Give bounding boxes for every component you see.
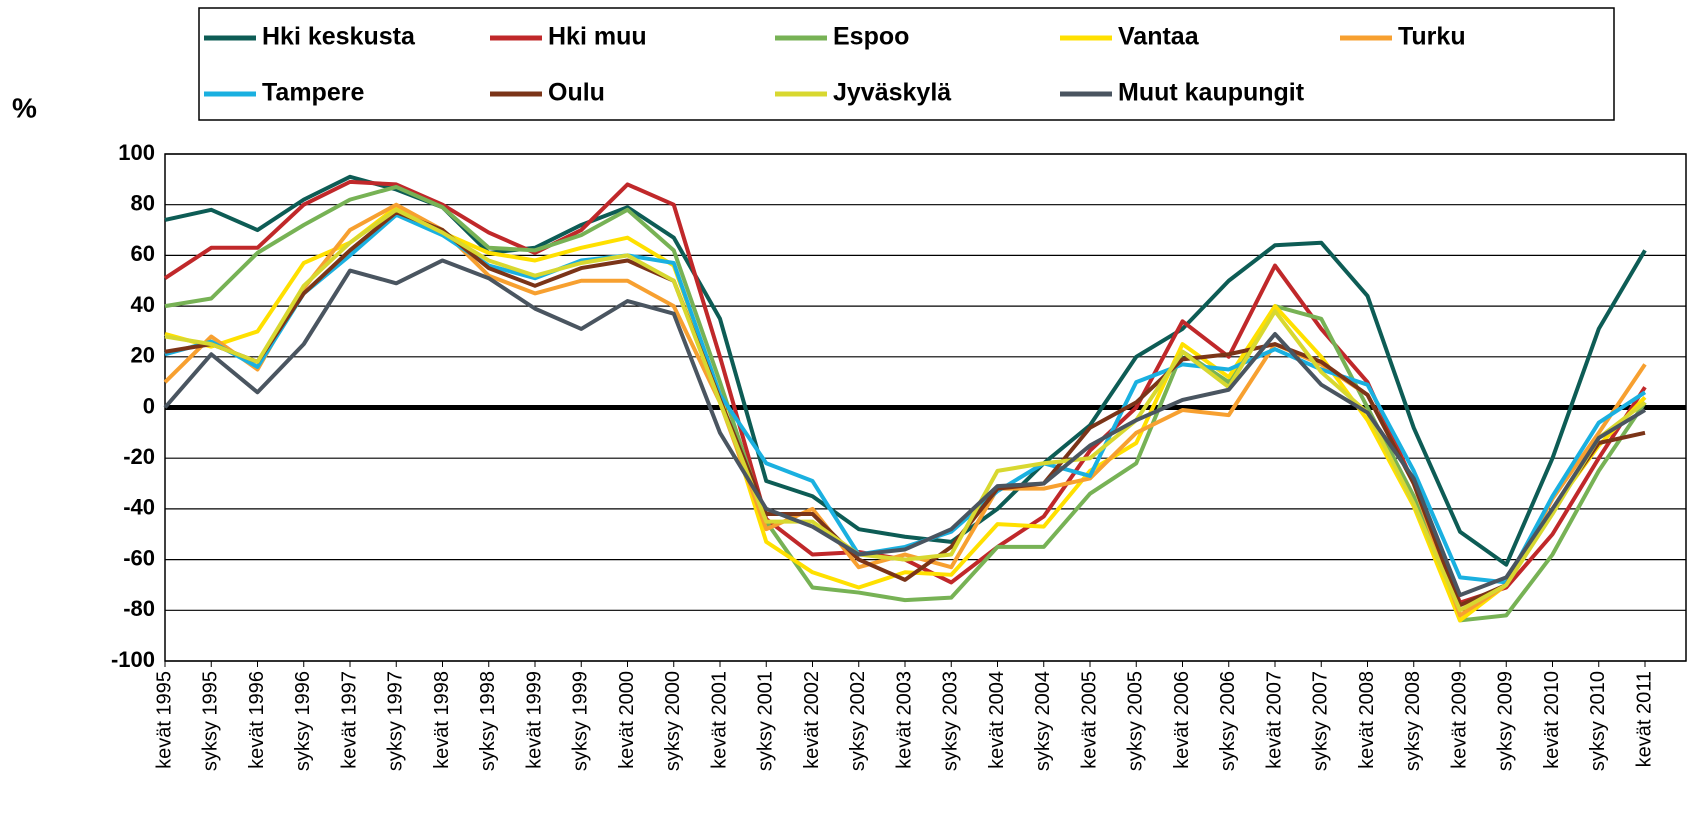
x-tick-label: kevät 2001 [708, 671, 730, 769]
x-tick-label: kevät 2010 [1541, 671, 1563, 769]
series-line [163, 202, 1647, 618]
series-line [164, 207, 1647, 613]
x-tick-label: syksy 1996 [292, 671, 314, 771]
x-tick-label: syksy 2002 [847, 671, 869, 771]
x-tick-label: kevät 1996 [246, 671, 268, 769]
x-tick-label: kevät 2011 [1633, 671, 1655, 767]
x-tick-label: kevät 2003 [893, 671, 915, 769]
legend-label: Turku [1398, 23, 1466, 51]
x-tick-label: syksy 1997 [385, 671, 407, 771]
y-tick-label: -20 [123, 444, 155, 469]
x-tick-label: syksy 2001 [755, 671, 777, 771]
x-tick-label: kevät 2008 [1356, 671, 1378, 769]
y-tick-label: 0 [143, 393, 155, 418]
series-line [164, 184, 1647, 623]
x-tick-label: syksy 1995 [200, 671, 222, 771]
legend-label: Oulu [548, 79, 605, 107]
x-tick-label: syksy 2006 [1217, 671, 1239, 771]
legend-label: Hki keskusta [262, 23, 416, 51]
x-tick-label: kevät 2006 [1171, 671, 1193, 769]
x-tick-label: syksy 1999 [570, 671, 592, 771]
x-tick-label: syksy 2000 [662, 671, 684, 771]
series-line [163, 258, 1647, 598]
x-tick-label: syksy 2005 [1125, 671, 1147, 771]
x-tick-label: kevät 2007 [1263, 671, 1285, 769]
y-tick-label: 20 [131, 343, 155, 368]
legend-label: Espoo [833, 23, 909, 51]
x-tick-label: kevät 1995 [153, 671, 175, 769]
y-tick-label: 80 [131, 191, 155, 216]
y-tick-label: 40 [131, 292, 155, 317]
legend-box [198, 7, 1615, 121]
y-tick-label: -100 [111, 647, 155, 672]
legend-label: Tampere [262, 79, 364, 107]
x-tick-label: syksy 2004 [1032, 671, 1054, 771]
x-tick-label: kevät 2000 [616, 671, 638, 769]
x-tick-label: syksy 2010 [1587, 671, 1609, 771]
x-tick-label: kevät 2004 [986, 671, 1008, 769]
series-line [164, 212, 1647, 585]
y-tick-label: -80 [123, 596, 155, 621]
y-tick-label: 60 [131, 241, 155, 266]
x-tick-label: syksy 2003 [940, 671, 962, 771]
y-tick-label: -40 [123, 495, 155, 520]
legend-label: Jyväskylä [833, 79, 951, 107]
x-tick-label: kevät 1998 [431, 671, 453, 769]
legend-label: Vantaa [1118, 23, 1200, 51]
x-tick-label: kevät 2005 [1078, 671, 1100, 769]
y-tick-label: 100 [118, 140, 155, 165]
series-line [163, 179, 1647, 605]
x-tick-label: syksy 2007 [1310, 671, 1332, 771]
x-tick-label: syksy 2009 [1495, 671, 1517, 771]
y-axis-label: % [12, 92, 37, 123]
legend-label: Muut kaupungit [1118, 79, 1305, 107]
x-tick-label: kevät 1999 [523, 671, 545, 769]
x-tick-label: syksy 1998 [477, 671, 499, 771]
x-tick-label: syksy 2008 [1402, 671, 1424, 771]
legend-label: Hki muu [548, 23, 647, 51]
x-tick-label: kevät 1997 [338, 671, 360, 769]
y-tick-label: -60 [123, 545, 155, 570]
x-tick-label: kevät 2002 [801, 671, 823, 769]
x-tick-label: kevät 2009 [1448, 671, 1470, 769]
